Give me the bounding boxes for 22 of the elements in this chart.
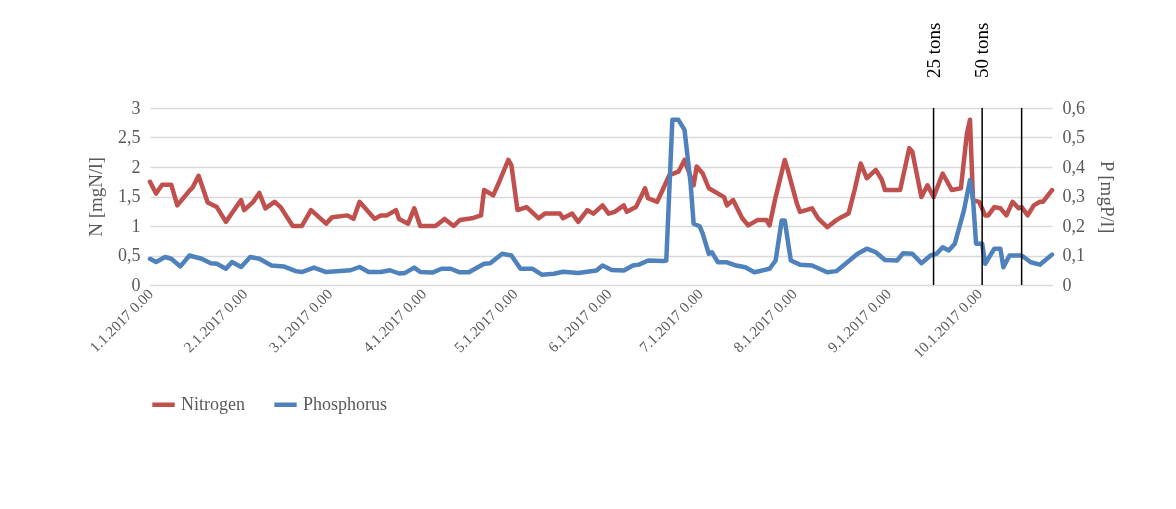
y2-tick-label: 0,6 [1062, 97, 1085, 118]
legend-label: Phosphorus [303, 393, 388, 414]
y-tick-label: 2 [131, 156, 141, 177]
y-tick-label: 0 [131, 274, 141, 295]
y-axis-title: N [mgN/l] [85, 157, 106, 237]
line-series [147, 117, 1055, 230]
y2-tick-label: 0,4 [1062, 156, 1085, 177]
y2-tick-label: 0,1 [1062, 245, 1085, 265]
ref-line-label: 25 tons [922, 22, 944, 78]
y2-tick-label: 0 [1062, 274, 1072, 295]
y-tick-label: 3 [131, 97, 141, 118]
y2-axis-title: P [mgP/l] [1097, 160, 1118, 234]
y2-tick-label: 0,3 [1062, 186, 1085, 206]
ref-line-label: 50 tons [971, 22, 993, 78]
y2-tick-label: 0,5 [1062, 127, 1085, 147]
y-tick-label: 2,5 [118, 127, 141, 147]
y-tick-label: 1,5 [118, 186, 141, 206]
y2-tick-label: 0,2 [1062, 215, 1085, 236]
y-tick-label: 1 [131, 215, 141, 236]
y-tick-label: 0,5 [118, 245, 141, 265]
line-series [147, 117, 1055, 277]
legend-label: Nitrogen [181, 393, 245, 414]
